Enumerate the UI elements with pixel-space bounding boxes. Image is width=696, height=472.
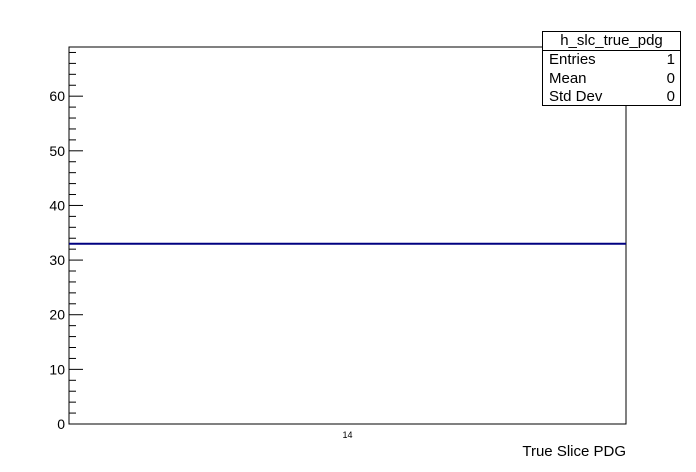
- y-tick-label: 40: [49, 197, 65, 213]
- y-tick-label: 50: [49, 143, 65, 159]
- stats-row-stddev: Std Dev 0: [543, 88, 680, 107]
- y-axis: 0 10 20 30 40 50 60: [49, 51, 83, 432]
- stats-value: 0: [666, 69, 675, 87]
- stats-value: 0: [666, 88, 675, 105]
- y-tick-label: 10: [49, 361, 65, 377]
- stats-row-entries: Entries 1: [543, 51, 680, 70]
- stats-label: Mean: [549, 69, 587, 87]
- y-tick-label: 60: [49, 88, 65, 104]
- stats-label: Entries: [549, 51, 596, 68]
- y-tick-label: 20: [49, 307, 65, 323]
- y-tick-label: 30: [49, 252, 65, 268]
- stats-value: 1: [666, 51, 675, 68]
- x-tick-label: 14: [342, 430, 352, 440]
- stats-box: h_slc_true_pdg Entries 1 Mean 0 Std Dev …: [542, 31, 681, 106]
- x-axis-title: True Slice PDG: [522, 443, 626, 460]
- x-axis: 14: [342, 430, 352, 440]
- plot-frame: [68, 46, 627, 425]
- stats-label: Std Dev: [549, 88, 603, 105]
- y-tick-label: 0: [57, 416, 65, 432]
- stats-row-mean: Mean 0: [543, 70, 680, 89]
- stats-title: h_slc_true_pdg: [543, 32, 680, 51]
